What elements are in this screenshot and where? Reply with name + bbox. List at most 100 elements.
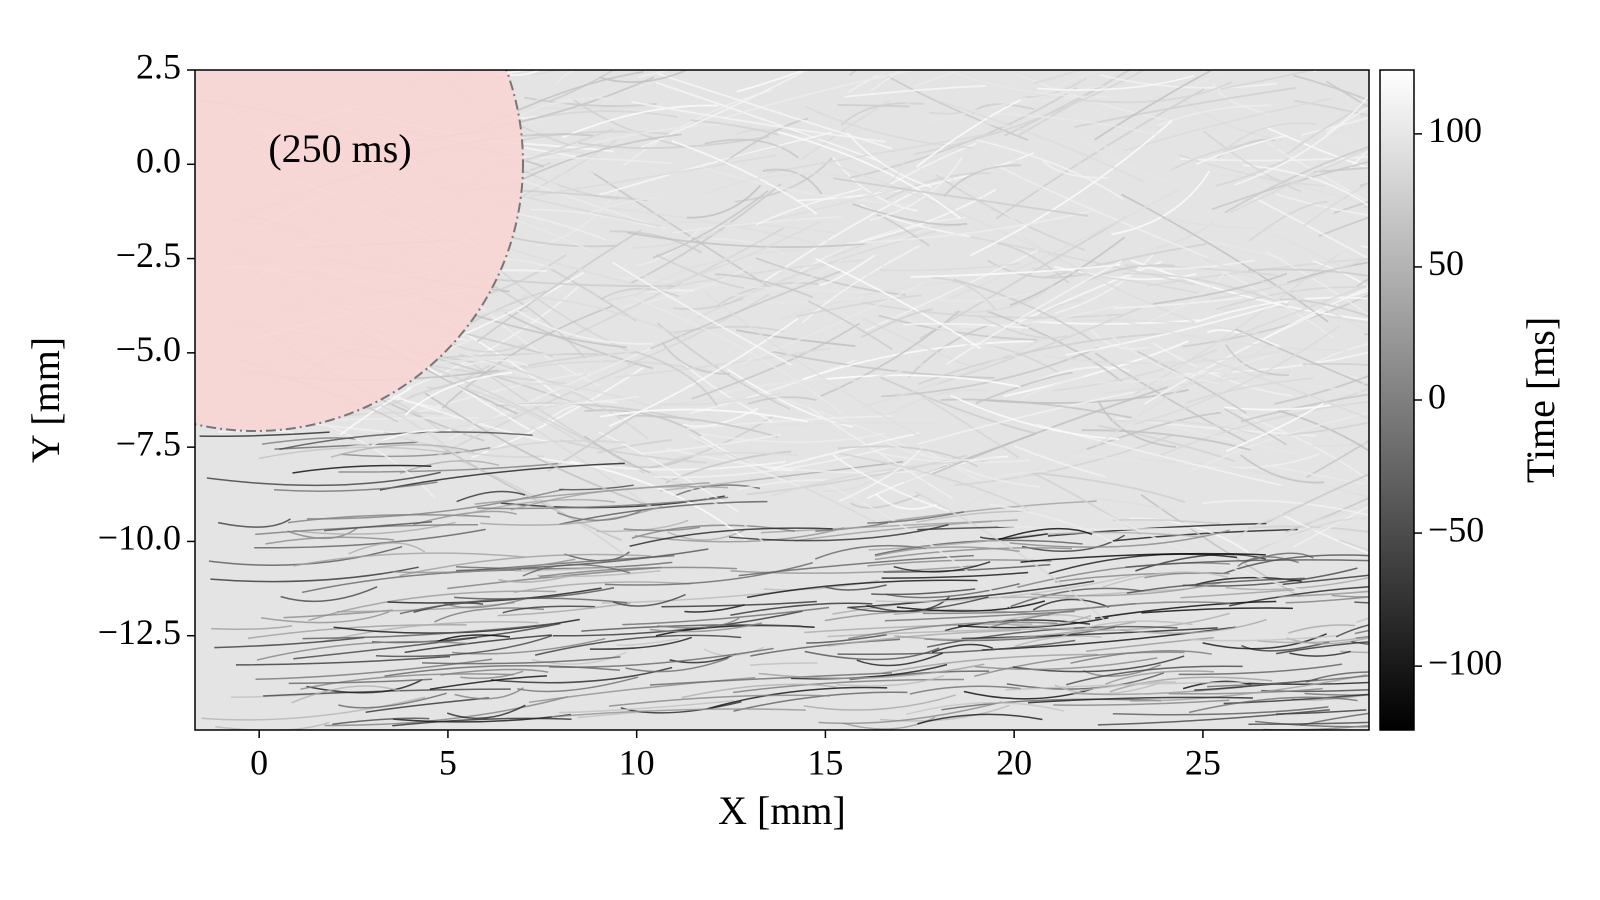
annotation: (250 ms): [268, 126, 411, 171]
streak: [875, 493, 937, 510]
streak: [684, 604, 745, 613]
streak: [446, 704, 526, 720]
streak: [1188, 412, 1369, 473]
streak: [1340, 650, 1369, 654]
streak: [1302, 362, 1369, 367]
streak: [404, 634, 552, 654]
colorbar-tick-label: −100: [1428, 642, 1502, 682]
x-tick-label: 5: [439, 742, 457, 782]
streak: [778, 209, 988, 297]
streak: [844, 85, 987, 98]
streak: [199, 431, 330, 438]
streak: [704, 291, 921, 438]
streak: [1003, 340, 1189, 398]
streak: [293, 521, 456, 535]
streak: [1027, 471, 1186, 503]
y-tick-label: −10.0: [98, 518, 181, 558]
streak: [688, 359, 856, 415]
streak: [1088, 327, 1149, 350]
streak: [717, 128, 862, 164]
streak: [1286, 102, 1369, 156]
streak: [1224, 404, 1331, 411]
streak: [1037, 74, 1195, 91]
streak: [279, 431, 533, 451]
streak: [1248, 721, 1369, 726]
streak: [974, 657, 1158, 671]
streak: [861, 317, 972, 368]
streak: [654, 446, 891, 479]
streak: [514, 382, 654, 408]
streak: [994, 164, 1209, 259]
streak: [1318, 216, 1369, 237]
streak: [590, 171, 771, 289]
streak: [498, 575, 571, 583]
streak: [375, 634, 553, 658]
streak: [436, 363, 637, 457]
streak: [730, 602, 873, 616]
streak: [969, 120, 1173, 257]
streak: [456, 548, 709, 572]
streak: [280, 586, 378, 603]
streak: [1094, 70, 1214, 141]
streak: [750, 638, 901, 657]
streak: [987, 470, 1048, 481]
streak: [767, 131, 1002, 174]
streak: [734, 157, 833, 203]
streak: [755, 187, 863, 226]
streak: [1292, 505, 1369, 549]
streak: [650, 269, 843, 350]
streak: [1124, 264, 1278, 277]
streak: [517, 676, 639, 693]
streak: [1230, 147, 1369, 214]
streak: [1043, 350, 1281, 365]
streak: [263, 688, 511, 697]
streak: [1066, 665, 1243, 686]
streak: [638, 249, 804, 293]
streak: [974, 651, 1185, 678]
streak: [875, 546, 1020, 557]
streak: [1032, 319, 1200, 325]
streak: [949, 188, 1180, 300]
streak: [1028, 696, 1253, 704]
streak: [837, 639, 1076, 656]
streak: [460, 670, 524, 680]
streak: [434, 634, 511, 644]
streak: [679, 360, 774, 423]
streak: [903, 322, 1029, 329]
streak: [323, 520, 433, 532]
streak: [273, 481, 438, 492]
streak: [300, 673, 514, 690]
streak: [418, 371, 591, 413]
streak: [802, 340, 1034, 381]
streak: [1330, 136, 1369, 153]
streak: [1013, 445, 1107, 478]
streak: [1351, 640, 1369, 646]
streak: [339, 387, 412, 436]
streak: [1347, 481, 1369, 499]
streak: [615, 347, 831, 379]
streak: [917, 713, 1043, 725]
streak: [794, 520, 993, 542]
streak: [815, 257, 982, 350]
streak: [1289, 650, 1351, 657]
streak: [649, 672, 892, 686]
streak: [837, 104, 910, 108]
streak: [896, 600, 1046, 612]
streak: [491, 262, 634, 354]
streak: [307, 488, 564, 520]
streak: [840, 102, 924, 126]
streak: [1085, 264, 1175, 282]
x-tick-label: 10: [619, 742, 655, 782]
streak: [827, 629, 1021, 647]
streak: [1048, 553, 1238, 575]
streak: [534, 634, 742, 656]
streak: [881, 653, 1098, 675]
streak: [399, 459, 500, 475]
streak: [1206, 329, 1281, 348]
streak: [441, 305, 613, 409]
streak: [1355, 635, 1369, 640]
streak: [456, 490, 526, 503]
y-tick-label: −5.0: [116, 329, 181, 369]
streak: [1197, 320, 1356, 365]
streak: [458, 498, 616, 517]
